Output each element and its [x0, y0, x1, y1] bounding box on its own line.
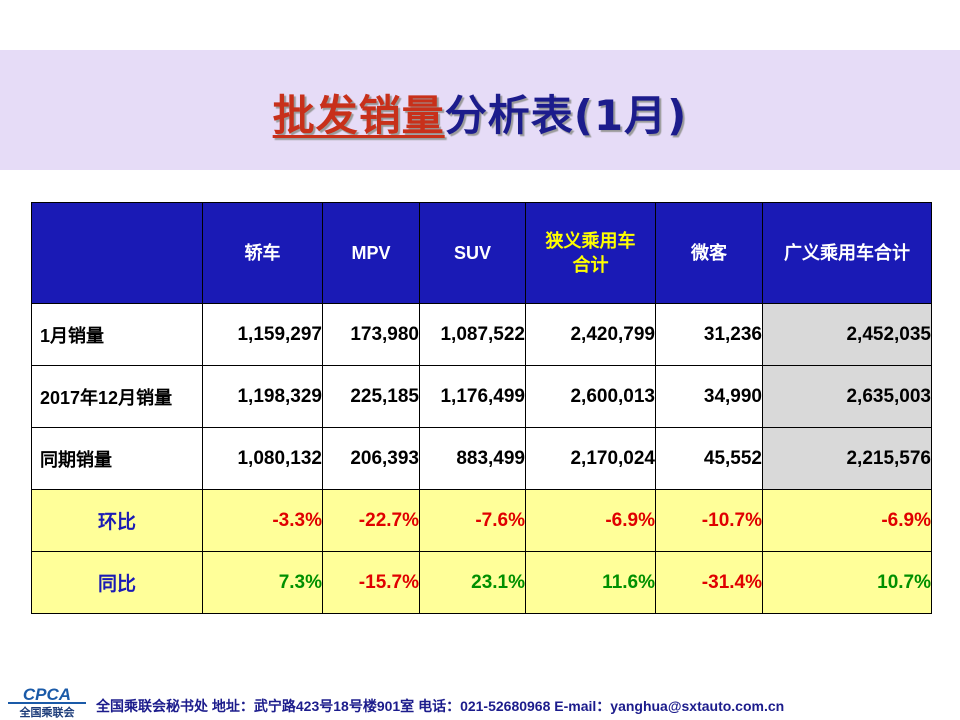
title-rest: 分析表(1月) [444, 91, 688, 140]
header-broad-total: 广义乘用车合计 [762, 202, 932, 304]
table-cell: -7.6% [419, 489, 526, 552]
table-row: 1月销量 1,159,297 173,980 1,087,522 2,420,799 31… [31, 303, 932, 366]
table-cell: 1,176,499 [419, 365, 526, 428]
footer-info: 全国乘联会秘书处 地址：武宁路423号18号楼901室 电话：021-52680… [96, 698, 785, 714]
table-cell: -10.7% [655, 489, 763, 552]
cpca-logo: CPCA 全国乘联会 [6, 684, 88, 718]
table-cell: -15.7% [322, 551, 420, 614]
header-narrow-total: 狭义乘用车 合计 [525, 202, 656, 304]
header-mpv: MPV [322, 202, 420, 304]
sales-table: 轿车 MPV SUV 狭义乘用车 合计 微客 广义乘用车合计 1月销量 1,159,… [31, 202, 932, 614]
table-cell: 206,393 [322, 427, 420, 490]
table-cell: 2,170,024 [525, 427, 656, 490]
row-label: 同期销量 [31, 427, 203, 490]
footer: CPCA 全国乘联会 全国乘联会秘书处 地址：武宁路423号18号楼901室 电… [0, 678, 960, 720]
table-cell: 225,185 [322, 365, 420, 428]
table-cell: 10.7% [762, 551, 932, 614]
table-cell: 2,452,035 [762, 303, 932, 366]
table-cell: 173,980 [322, 303, 420, 366]
table-cell: 11.6% [525, 551, 656, 614]
table-cell: 2,215,576 [762, 427, 932, 490]
table-row: 2017年12月销量 1,198,329 225,185 1,176,499 2,600… [31, 365, 932, 428]
page-title: 批发销量分析表(1月) [0, 82, 960, 143]
table-cell: 1,198,329 [202, 365, 323, 428]
row-label: 环比 [31, 489, 203, 552]
table-cell: -6.9% [525, 489, 656, 552]
row-label: 1月销量 [31, 303, 203, 366]
table-cell: 45,552 [655, 427, 763, 490]
svg-text:全国乘联会: 全国乘联会 [19, 705, 76, 718]
row-label: 同比 [31, 551, 203, 614]
table-row: 同期销量 1,080,132 206,393 883,499 2,170,024 45,5… [31, 427, 932, 490]
table-cell: -3.3% [202, 489, 323, 552]
table-cell: 1,080,132 [202, 427, 323, 490]
row-label: 2017年12月销量 [31, 365, 203, 428]
header-sedan: 轿车 [202, 202, 323, 304]
svg-text:CPCA: CPCA [23, 685, 71, 704]
table-cell: 31,236 [655, 303, 763, 366]
table-cell: 7.3% [202, 551, 323, 614]
table-cell: 2,600,013 [525, 365, 656, 428]
header-minivan: 微客 [655, 202, 763, 304]
header-corner [31, 202, 203, 304]
table-cell: -6.9% [762, 489, 932, 552]
table-cell: 1,087,522 [419, 303, 526, 366]
header-suv: SUV [419, 202, 526, 304]
table-cell: 1,159,297 [202, 303, 323, 366]
table-cell: 2,635,003 [762, 365, 932, 428]
table-cell: -22.7% [322, 489, 420, 552]
table-cell: 34,990 [655, 365, 763, 428]
table-row: 环比 -3.3% -22.7% -7.6% -6.9% -10.7% -6.9% [31, 489, 932, 552]
table-header-row: 轿车 MPV SUV 狭义乘用车 合计 微客 广义乘用车合计 [31, 202, 932, 304]
title-banner [0, 50, 960, 170]
table-cell: 23.1% [419, 551, 526, 614]
table-cell: 2,420,799 [525, 303, 656, 366]
table-cell: 883,499 [419, 427, 526, 490]
table-row: 同比 7.3% -15.7% 23.1% 11.6% -31.4% 10.7% [31, 551, 932, 614]
table-cell: -31.4% [655, 551, 763, 614]
title-highlight: 批发销量 [272, 91, 445, 140]
